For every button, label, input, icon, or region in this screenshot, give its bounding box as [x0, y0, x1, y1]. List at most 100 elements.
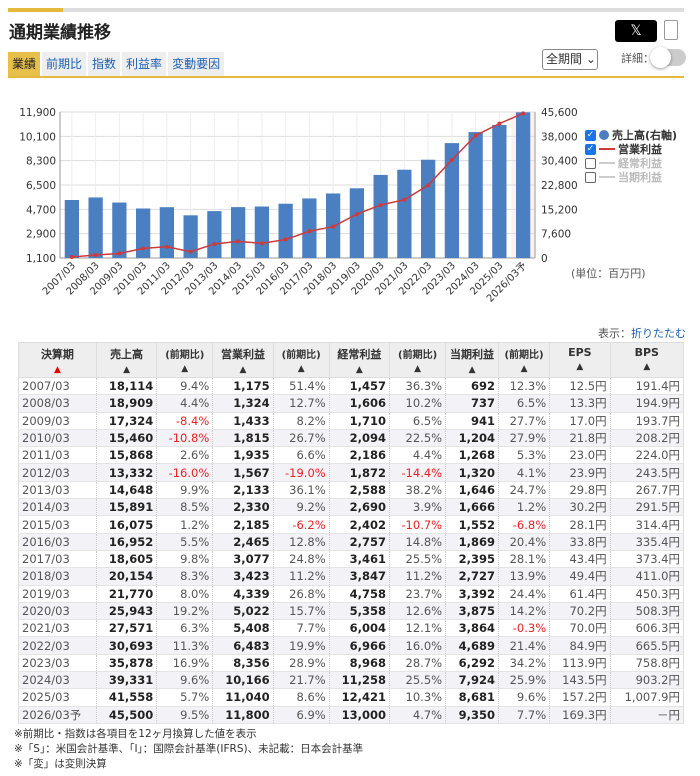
table-cell: 8,681 — [445, 688, 499, 707]
table-cell: 2008/03 — [18, 394, 97, 413]
table-cell: -10.7% — [389, 515, 447, 534]
sort-arrow-icon[interactable]: ▲ — [297, 364, 305, 374]
table-cell: 3.9% — [389, 498, 447, 517]
table-row: 2013/03 14,648 9.9% 2,133 36.1% 2,588 38.2% 1,6… — [18, 481, 685, 500]
share-x-button[interactable]: 𝕏 — [615, 20, 657, 42]
column-header[interactable]: (前期比) ▲ — [156, 342, 214, 378]
table-cell: 21.8円 — [549, 429, 611, 448]
sort-arrow-icon[interactable]: ▲ — [414, 364, 422, 374]
tab-1[interactable]: 前期比 — [42, 52, 87, 76]
table-cell: 35,878 — [96, 654, 158, 673]
checkbox[interactable] — [585, 157, 596, 169]
sales-bar — [302, 198, 317, 258]
fold-link[interactable]: 折りたたむ — [631, 327, 686, 340]
table-cell: -6.8% — [498, 515, 551, 534]
table-cell: 4.4% — [156, 394, 214, 413]
sort-arrow-icon[interactable]: ▲ — [643, 362, 651, 372]
table-cell: 7,924 — [445, 671, 499, 690]
operating-profit-point — [497, 121, 502, 126]
column-header[interactable]: (前期比) ▲ — [272, 342, 330, 378]
table-row: 2017/03 18,605 9.8% 3,077 24.8% 3,461 25.5% 2,3… — [18, 550, 685, 569]
period-select[interactable]: 全期間 ⌄ — [542, 49, 598, 70]
table-cell: 22.5% — [389, 429, 447, 448]
table-cell: 6.3% — [156, 619, 214, 638]
legend-item-0[interactable]: ✓ 売上高(右軸) — [585, 128, 677, 142]
table-cell: 9.6% — [498, 688, 551, 707]
header-label: BPS — [634, 346, 659, 359]
table-cell: 606.3円 — [610, 619, 685, 638]
tab-2[interactable]: 指数 — [88, 52, 121, 76]
legend-item-2[interactable]: 経常利益 — [585, 156, 677, 170]
table-cell: 4.7% — [389, 706, 447, 724]
copy-icon[interactable] — [664, 20, 678, 40]
table-cell: 18,114 — [96, 377, 158, 396]
table-cell: 10.3% — [389, 688, 447, 707]
sort-arrow-icon[interactable]: ▲ — [576, 362, 584, 372]
table-cell: 2011/03 — [18, 446, 97, 465]
table-cell: 3,875 — [445, 602, 499, 621]
table-cell: 8,968 — [329, 654, 391, 673]
table-cell: 12.3% — [498, 377, 551, 396]
tab-bar: 業績 前期比 指数 利益率 変動要因 — [8, 52, 684, 78]
table-cell: 33.8円 — [549, 533, 611, 551]
table-cell: 3,423 — [212, 567, 274, 586]
operating-profit-point — [141, 246, 146, 251]
table-cell: 16,952 — [96, 533, 158, 551]
column-header[interactable]: (前期比) ▲ — [497, 342, 551, 378]
legend-label: 売上高(右軸) — [612, 129, 678, 142]
tab-3[interactable]: 利益率 — [122, 52, 167, 76]
column-header[interactable]: BPS ▲ — [609, 342, 685, 378]
column-header[interactable]: 売上高 ▲ — [95, 342, 158, 378]
detail-label: 詳細： — [621, 52, 654, 65]
column-header[interactable]: (前期比) ▲ — [389, 342, 447, 378]
sales-bar — [88, 197, 103, 258]
table-row: 2010/03 15,460 -10.8% 1,815 26.7% 2,094 22.5% 1… — [18, 429, 685, 448]
sort-arrow-icon[interactable]: ▲ — [181, 364, 189, 374]
legend-item-3[interactable]: 当期利益 — [585, 170, 677, 184]
table-cell: 1,457 — [329, 377, 391, 396]
sort-arrow-icon[interactable]: ▲ — [520, 364, 528, 374]
sort-arrow-icon[interactable]: ▲ — [53, 365, 61, 375]
table-cell: 157.2円 — [549, 688, 611, 707]
table-cell: 941 — [445, 412, 499, 430]
sort-arrow-icon[interactable]: ▲ — [355, 365, 363, 375]
table-row: 2018/03 20,154 8.3% 3,423 11.2% 3,847 11.2% 2,7… — [18, 567, 685, 586]
tab-4[interactable]: 変動要因 — [168, 52, 225, 76]
column-header[interactable]: 経常利益 ▲ — [328, 342, 391, 378]
table-cell: 24.7% — [498, 481, 551, 500]
table-cell: 49.4円 — [549, 567, 611, 586]
table-cell: 2025/03 — [18, 688, 97, 707]
left-axis-tick: 11,900 — [19, 107, 56, 119]
checkbox[interactable]: ✓ — [585, 129, 596, 141]
table-row: 2007/03 18,114 9.4% 1,175 51.4% 1,457 36.3% 692… — [18, 377, 685, 396]
table-cell: 2010/03 — [18, 429, 97, 448]
checkbox[interactable] — [585, 171, 596, 183]
table-cell: 28.1% — [498, 550, 551, 569]
table-cell: 11.2% — [273, 567, 330, 586]
table-cell: 1,872 — [329, 463, 391, 482]
column-header[interactable]: EPS ▲ — [549, 342, 611, 378]
checkbox[interactable]: ✓ — [585, 143, 596, 155]
legend-item-1[interactable]: ✓ 営業利益 — [585, 142, 677, 156]
column-header[interactable]: 当期利益 ▲ — [445, 342, 499, 378]
operating-profit-point — [283, 237, 288, 242]
sort-arrow-icon[interactable]: ▲ — [123, 365, 131, 375]
sales-bar — [397, 169, 412, 258]
legend-label: 当期利益 — [618, 171, 662, 184]
table-cell: 1,007.9円 — [610, 688, 685, 707]
table-row: 2014/03 15,891 8.5% 2,330 9.2% 2,690 3.9% 1,666… — [18, 498, 685, 517]
detail-toggle[interactable] — [650, 47, 686, 68]
table-cell: 21,770 — [96, 585, 158, 603]
sort-arrow-icon[interactable]: ▲ — [468, 365, 476, 375]
table-cell: -19.0% — [273, 463, 330, 482]
header-label: EPS — [568, 346, 592, 359]
table-cell: 1,320 — [445, 463, 499, 482]
column-header[interactable]: 決算期 ▲ — [18, 342, 97, 378]
tab-0[interactable]: 業績 — [8, 52, 41, 76]
column-header[interactable]: 営業利益 ▲ — [212, 342, 274, 378]
sort-arrow-icon[interactable]: ▲ — [239, 365, 247, 375]
table-cell: 2,330 — [212, 498, 274, 517]
table-cell: 10.2% — [389, 394, 447, 413]
table-cell: 1,666 — [445, 498, 499, 517]
sales-bar — [183, 215, 198, 258]
